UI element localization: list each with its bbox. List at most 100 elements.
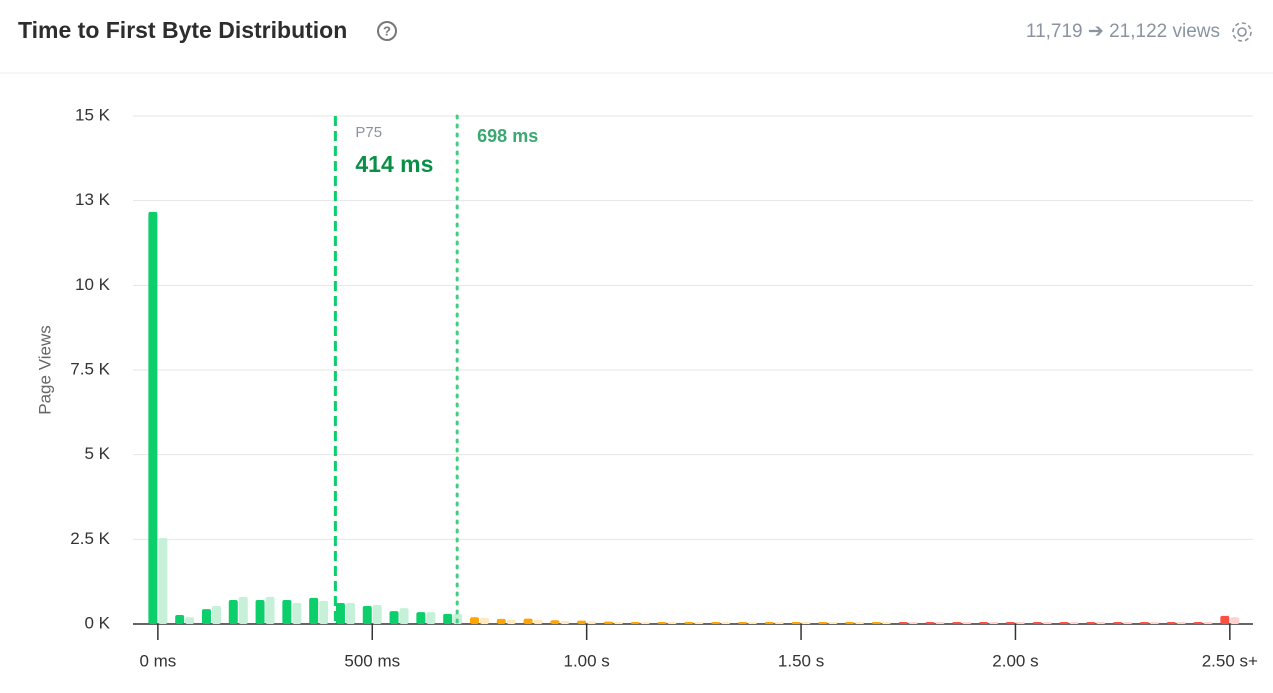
x-tick-label: 1.00 s [564,651,610,670]
bar [989,622,999,624]
bar [211,606,221,624]
y-tick-label: 5 K [84,444,110,463]
bar [979,622,989,624]
bar [389,611,399,624]
bar [1032,622,1042,624]
bar [372,605,382,624]
bar [158,537,168,624]
bar [345,603,355,624]
bar [228,599,238,624]
x-tick-label: 0 ms [139,651,176,670]
bar [640,622,650,624]
bar [1059,622,1069,624]
bar [774,622,784,624]
svg-text:?: ? [383,23,391,38]
bar [175,615,185,624]
bar [1096,622,1106,624]
bar [1113,622,1123,624]
bar [881,622,891,624]
bar [791,622,801,624]
bar [309,597,319,624]
bar [684,622,694,624]
bar [1203,622,1213,624]
bar [855,622,865,624]
bar [845,622,855,624]
bar [560,620,570,624]
y-axis-label: Page Views [35,325,54,414]
bar [935,622,945,624]
bar [764,622,774,624]
marker-label: 698 ms [477,126,538,146]
bar [255,599,265,624]
bar [416,612,426,624]
bar [908,622,918,624]
bar [1015,622,1025,624]
bar [1086,622,1096,624]
bar [1042,622,1052,624]
bar [587,621,597,624]
bar [335,603,345,624]
help-icon[interactable]: ? [377,21,397,41]
bar [818,622,828,624]
bar [443,613,453,624]
x-tick-label: 1.50 s [778,651,824,670]
bar [399,608,409,624]
bar [630,621,640,624]
y-tick-label: 13 K [75,190,111,209]
bar [201,609,211,624]
bar [962,622,972,624]
bar [1123,622,1133,624]
bar [871,622,881,624]
bar [1193,622,1203,624]
bar [694,622,704,624]
bar [265,596,275,624]
bar [1069,622,1079,624]
bar [523,618,533,624]
bar [657,622,667,624]
bar [469,617,479,624]
x-tick-label: 2.00 s [992,651,1038,670]
x-tick-label: 2.50 s+ [1202,651,1258,670]
bar [496,618,506,624]
y-tick-label: 0 K [84,613,110,632]
bar [737,622,747,624]
marker-name: P75 [355,124,382,141]
bar [801,622,811,624]
bar [550,620,560,624]
views-summary: 11,719 ➔ 21,122 views [1026,21,1220,42]
y-tick-label: 15 K [75,105,111,124]
bar [721,622,731,624]
settings-icon[interactable] [1232,22,1252,42]
bar [603,621,613,624]
x-tick-label: 500 ms [344,651,400,670]
bar [319,600,329,624]
y-tick-label: 7.5 K [70,359,110,378]
bar [613,621,623,624]
bar [426,612,436,624]
bar [925,622,935,624]
bar [185,617,195,624]
bar [533,619,543,624]
bar [1166,622,1176,624]
bar [1176,622,1186,624]
bar [282,599,292,624]
bar [1005,622,1015,624]
bar [292,603,302,624]
bar [1139,622,1149,624]
bar [667,622,677,624]
y-tick-label: 2.5 K [70,529,110,548]
bar [1149,622,1159,624]
bar [952,622,962,624]
bar [238,596,248,624]
bar [148,211,158,625]
bar [828,622,838,624]
bar [577,620,587,624]
bar [1220,615,1230,624]
bar [479,617,489,624]
y-tick-label: 10 K [75,275,111,294]
bar [362,606,372,624]
bar [711,622,721,624]
bar [1230,617,1240,624]
marker-label: 414 ms [355,151,433,177]
